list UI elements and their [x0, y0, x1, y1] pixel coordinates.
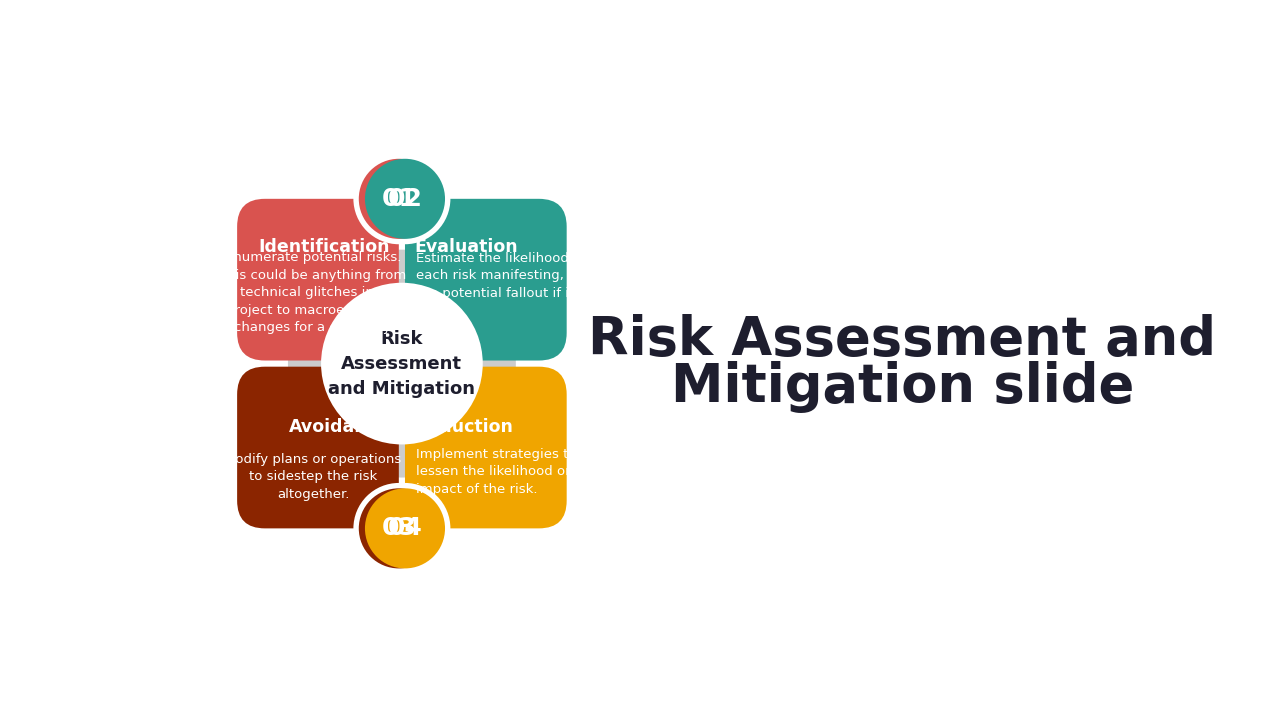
Text: Enumerate potential risks.
This could be anything from
technical glitches in a
p: Enumerate potential risks. This could be…: [219, 251, 407, 334]
Circle shape: [360, 153, 451, 244]
Circle shape: [358, 488, 439, 568]
Circle shape: [288, 250, 516, 477]
Text: 04: 04: [388, 516, 422, 541]
FancyBboxPatch shape: [237, 366, 399, 528]
Text: Avoidance: Avoidance: [289, 418, 389, 436]
Text: Reduction: Reduction: [415, 418, 513, 436]
Text: 02: 02: [388, 186, 422, 211]
Text: Risk
Assessment
and Mitigation: Risk Assessment and Mitigation: [329, 330, 475, 397]
Text: 03: 03: [381, 516, 416, 541]
Text: Estimate the likelihood of
each risk manifesting, and
the potential fallout if i: Estimate the likelihood of each risk man…: [416, 252, 593, 318]
Text: Risk Assessment and: Risk Assessment and: [589, 315, 1216, 366]
Text: Implement strategies to
lessen the likelihood or
impact of the risk.: Implement strategies to lessen the likel…: [416, 448, 576, 496]
Text: Identification: Identification: [259, 238, 389, 256]
Circle shape: [360, 483, 451, 574]
Circle shape: [321, 283, 483, 444]
FancyBboxPatch shape: [404, 199, 567, 361]
Text: Mitigation slide: Mitigation slide: [671, 361, 1134, 413]
Text: Evaluation: Evaluation: [415, 238, 518, 256]
Circle shape: [353, 483, 444, 574]
FancyBboxPatch shape: [404, 366, 567, 528]
Circle shape: [353, 153, 444, 244]
Text: 01: 01: [381, 186, 416, 211]
Circle shape: [358, 159, 439, 239]
Text: Modify plans or operations
to sidestep the risk
altogether.: Modify plans or operations to sidestep t…: [224, 453, 402, 500]
Circle shape: [365, 159, 445, 239]
FancyBboxPatch shape: [237, 199, 399, 361]
Circle shape: [365, 488, 445, 568]
